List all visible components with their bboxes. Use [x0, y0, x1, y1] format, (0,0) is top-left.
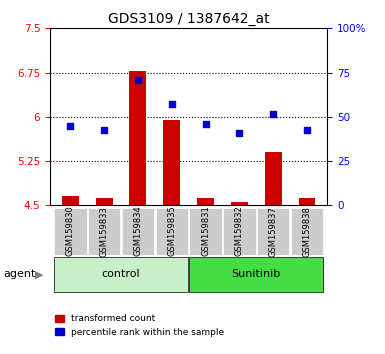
Text: Sunitinib: Sunitinib	[232, 269, 281, 279]
Bar	[231, 202, 248, 205]
FancyBboxPatch shape	[54, 257, 188, 292]
FancyBboxPatch shape	[189, 208, 222, 255]
Bar	[96, 198, 112, 205]
Bar	[163, 120, 180, 205]
Bar	[265, 152, 281, 205]
Text: GSM159832: GSM159832	[235, 206, 244, 256]
Point	[304, 127, 310, 133]
Text: GSM159831: GSM159831	[201, 206, 210, 256]
Title: GDS3109 / 1387642_at: GDS3109 / 1387642_at	[108, 12, 270, 26]
FancyBboxPatch shape	[122, 208, 154, 255]
Point	[135, 78, 141, 83]
Text: GSM159830: GSM159830	[66, 206, 75, 256]
Text: GSM159833: GSM159833	[100, 206, 109, 257]
Text: control: control	[102, 269, 141, 279]
Point	[101, 127, 107, 133]
FancyBboxPatch shape	[88, 208, 121, 255]
Point	[67, 123, 74, 129]
FancyBboxPatch shape	[257, 208, 290, 255]
Legend: transformed count, percentile rank within the sample: transformed count, percentile rank withi…	[55, 314, 224, 337]
Text: GSM159834: GSM159834	[134, 206, 142, 256]
Text: agent: agent	[4, 269, 36, 279]
Bar	[298, 198, 315, 205]
FancyBboxPatch shape	[189, 257, 323, 292]
Point	[270, 111, 276, 117]
Point	[203, 121, 209, 127]
FancyBboxPatch shape	[54, 208, 87, 255]
Text: GSM159835: GSM159835	[167, 206, 176, 256]
Text: GSM159837: GSM159837	[269, 206, 278, 257]
Bar	[197, 198, 214, 205]
Text: GSM159838: GSM159838	[303, 206, 311, 257]
Text: ▶: ▶	[35, 269, 43, 279]
Point	[169, 101, 175, 107]
FancyBboxPatch shape	[156, 208, 188, 255]
FancyBboxPatch shape	[223, 208, 256, 255]
Bar	[129, 71, 146, 205]
FancyBboxPatch shape	[291, 208, 323, 255]
Bar	[62, 196, 79, 205]
Point	[236, 131, 243, 136]
